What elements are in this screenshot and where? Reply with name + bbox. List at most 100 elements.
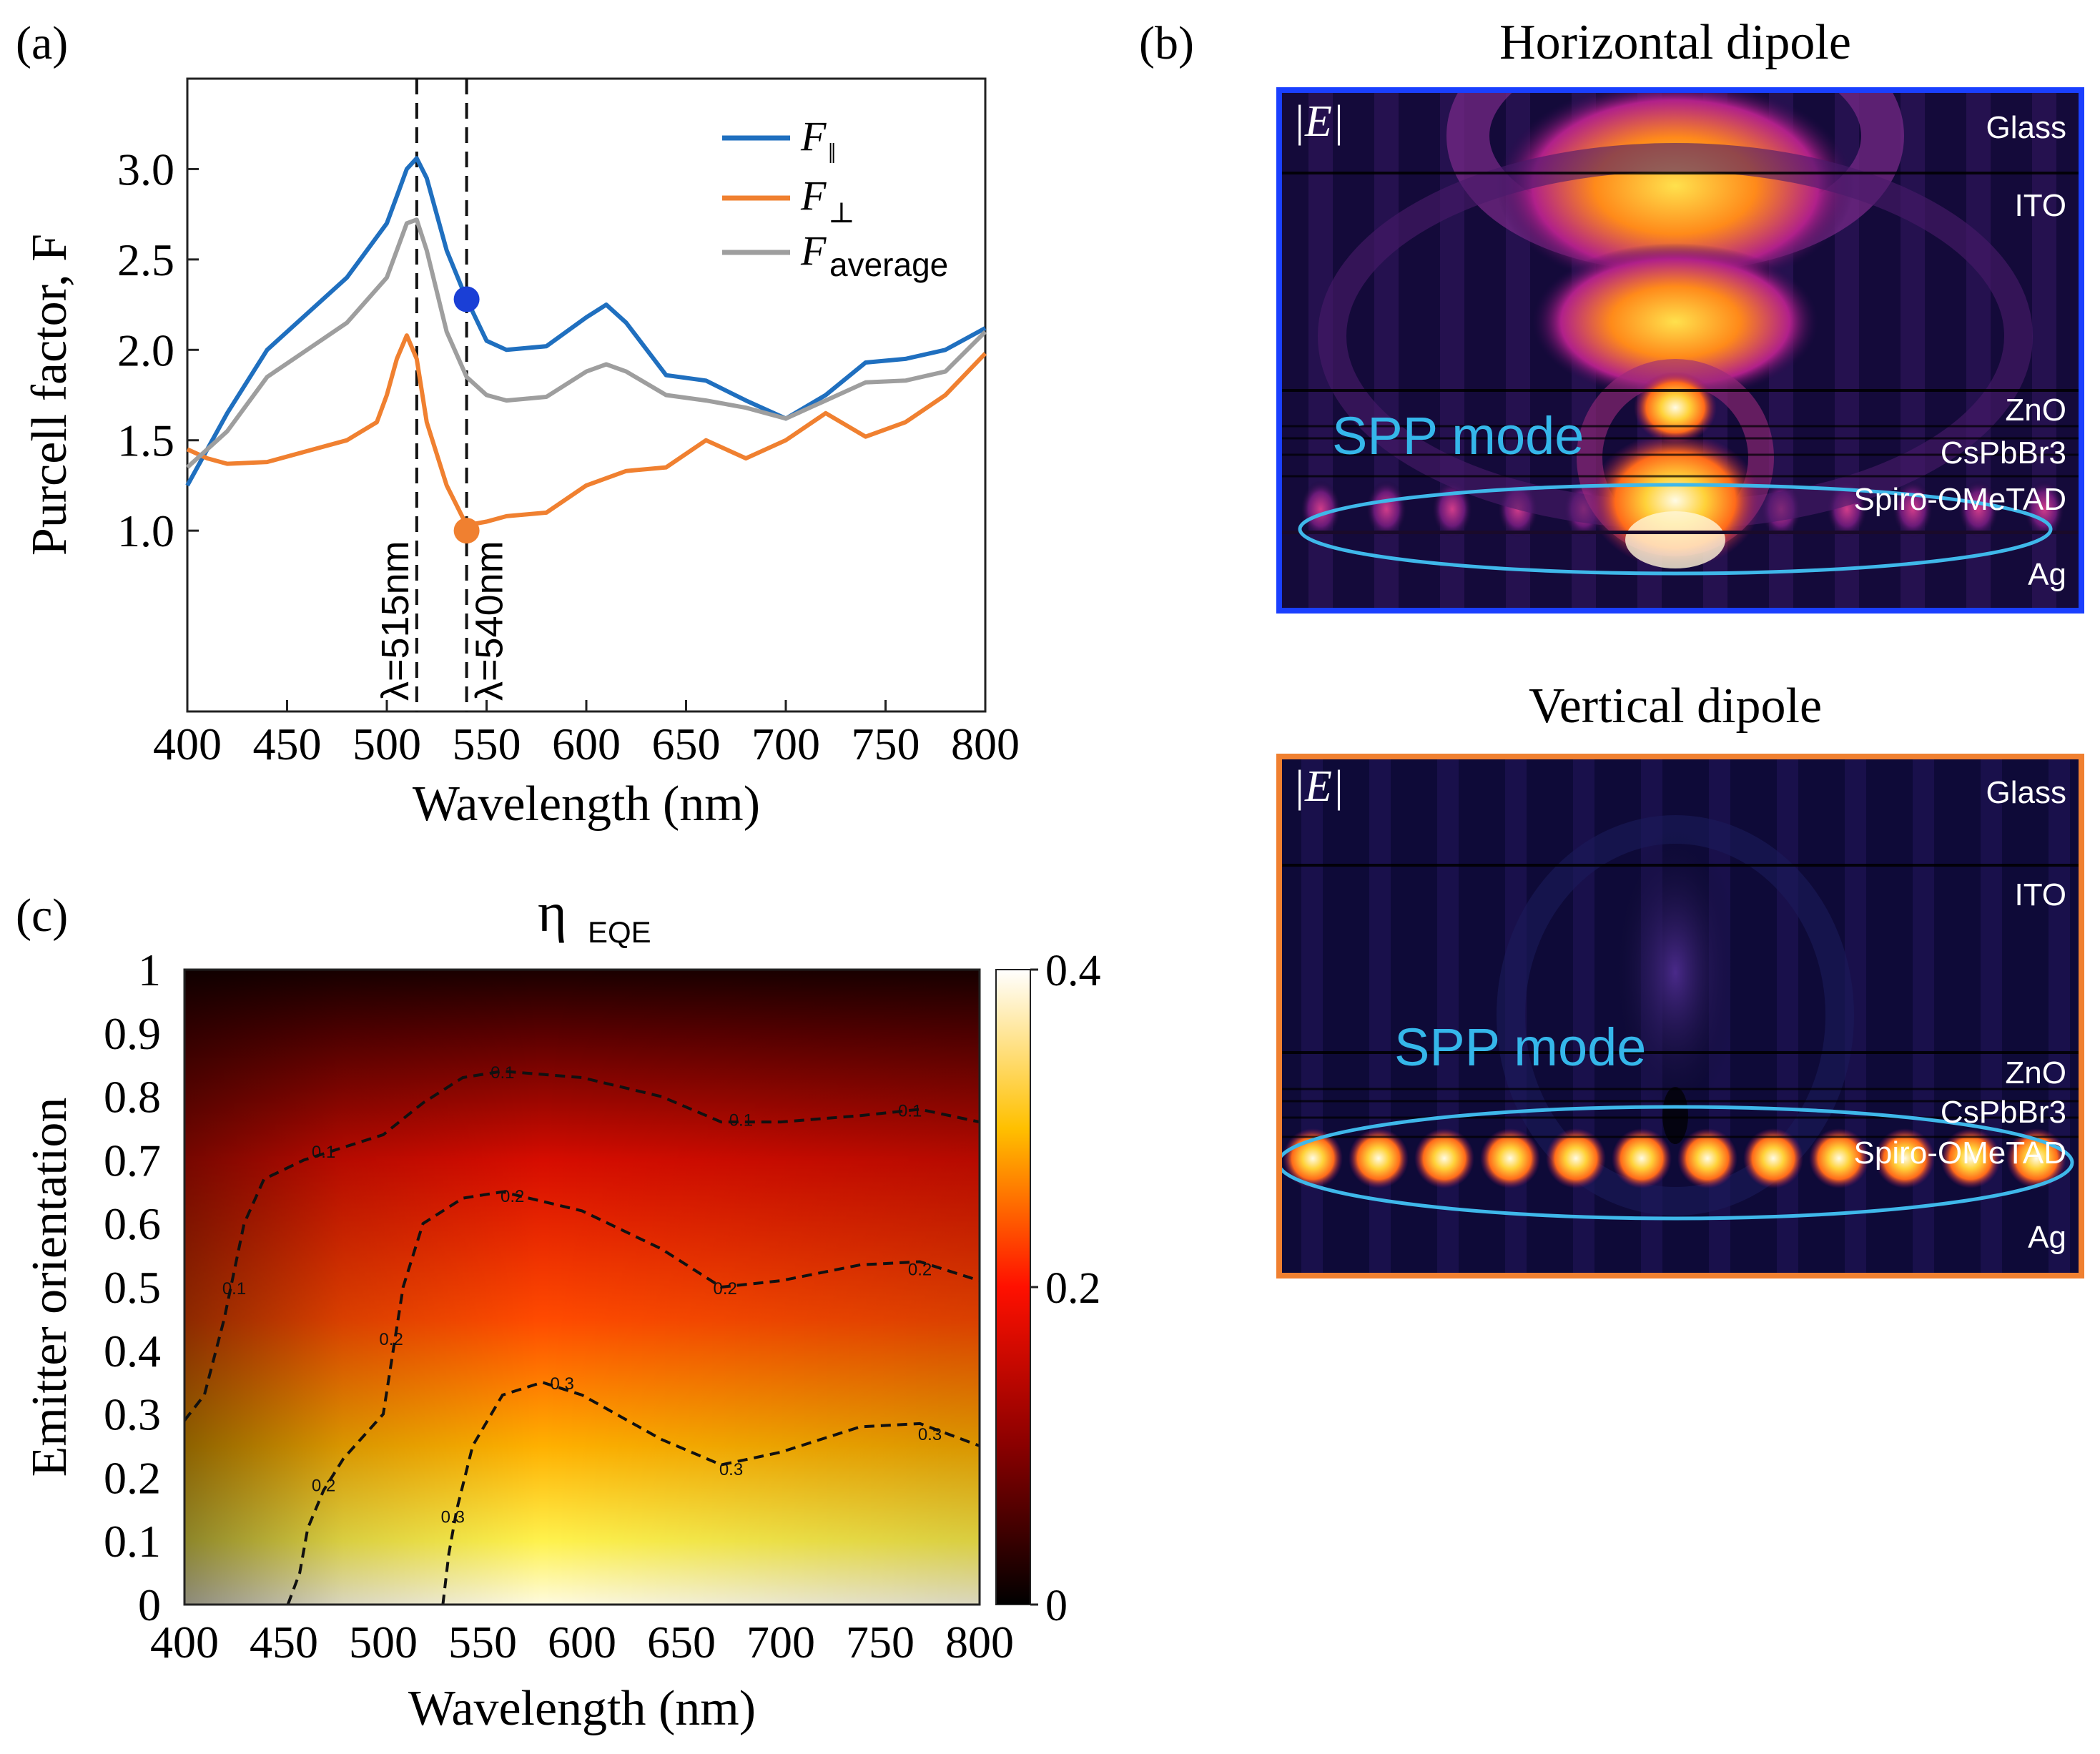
contour-label-0.1-3: 0.1 — [312, 1143, 335, 1162]
x-tick-label-c-4: 600 — [548, 1617, 616, 1667]
marker-point-1 — [453, 518, 480, 544]
field-spot-h-1 — [1366, 481, 1406, 538]
layer-ag-v: Ag — [2028, 1220, 2066, 1255]
colorbar-tick-label-2: 0.4 — [1045, 947, 1101, 995]
field-column-v-2 — [1437, 759, 1459, 1273]
x-tick-label-c-3: 550 — [448, 1617, 517, 1667]
contour-label-0.1-4: 0.1 — [222, 1279, 246, 1299]
vline-label-515: λ=515nm — [374, 541, 417, 701]
y-tick-label-c-10: 1 — [138, 945, 161, 995]
panel-label-b: (b) — [1139, 17, 1194, 69]
y-tick-label-c-6: 0.6 — [104, 1198, 161, 1249]
y-tick-label-a-3: 2.5 — [117, 235, 174, 285]
x-tick-label-a-4: 600 — [552, 719, 621, 769]
contour-label-0.3-3: 0.3 — [441, 1508, 465, 1527]
contour-label-0.2-1: 0.2 — [713, 1279, 736, 1299]
field-label-horizontal: |E| — [1293, 97, 1344, 146]
y-tick-label-c-1: 0.1 — [104, 1516, 161, 1567]
y-tick-label-c-7: 0.7 — [104, 1135, 161, 1186]
field-spot-h-10 — [1958, 481, 1998, 538]
contour-label-0.1-0: 0.1 — [491, 1063, 514, 1083]
x-tick-label-c-5: 650 — [647, 1617, 716, 1667]
layer-spiro-h: Spiro-OMeTAD — [1854, 482, 2066, 517]
x-tick-label-c-2: 500 — [349, 1617, 418, 1667]
x-tick-label-a-8: 800 — [951, 719, 1020, 769]
x-tick-label-c-6: 700 — [746, 1617, 815, 1667]
field-column-v-4 — [1573, 759, 1594, 1273]
field-spot-v-3 — [1480, 1128, 1540, 1188]
field-spot-v-2 — [1414, 1128, 1474, 1188]
x-tick-label-a-3: 550 — [453, 719, 521, 769]
heatmap-title: η — [538, 881, 567, 943]
horizontal-dipole-title: Horizontal dipole — [1499, 15, 1851, 70]
y-tick-label-a-1: 1.5 — [117, 415, 174, 466]
layer-spiro-v: Spiro-OMeTAD — [1854, 1135, 2066, 1171]
y-axis-label-a: Purcell factor, F — [22, 234, 77, 556]
legend-sub-average: average — [829, 246, 948, 283]
contour-label-0.2-2: 0.2 — [908, 1260, 932, 1279]
field-column-v-10 — [1981, 759, 2002, 1273]
x-tick-label-a-1: 450 — [253, 719, 322, 769]
field-label-vertical: |E| — [1293, 762, 1344, 811]
vertical-dipole-title: Vertical dipole — [1529, 679, 1822, 734]
colorbar — [995, 969, 1031, 1605]
field-column-v-1 — [1369, 759, 1391, 1273]
x-axis-label-c: Wavelength (nm) — [408, 1681, 756, 1736]
y-axis-label-c: Emitter orientation — [22, 1098, 77, 1477]
contour-label-0.2-0: 0.2 — [501, 1187, 524, 1206]
contour-label-0.2-4: 0.2 — [312, 1476, 335, 1495]
contour-label-0.1-2: 0.1 — [898, 1101, 922, 1120]
y-tick-label-c-0: 0 — [138, 1580, 161, 1630]
field-spot-v-5 — [1612, 1128, 1672, 1188]
x-tick-label-c-0: 400 — [150, 1617, 219, 1667]
y-tick-label-c-5: 0.5 — [104, 1262, 161, 1313]
y-tick-label-a-0: 1.0 — [117, 506, 174, 556]
marker-point-0 — [453, 286, 480, 312]
heatmap-field — [184, 970, 980, 1605]
legend-label-parallel: F — [800, 113, 827, 159]
spp-mode-label-vertical: SPP mode — [1394, 1018, 1646, 1077]
legend-label-perpendicular: F — [800, 172, 827, 219]
field-maps: (b) Horizontal dipole — [1139, 15, 2084, 1278]
contour-line-0.2 — [286, 1190, 980, 1605]
plot-frame-a — [186, 77, 987, 713]
layer-zno-v: ZnO — [2005, 1055, 2066, 1090]
vertical-map-border — [1276, 754, 2084, 1278]
panel-label-c: (c) — [16, 890, 68, 942]
field-spot-v-9 — [1875, 1128, 1935, 1188]
spp-mode-label-horizontal: SPP mode — [1332, 406, 1584, 465]
colorbar-tick-label-1: 0.2 — [1045, 1264, 1101, 1313]
y-tick-label-c-4: 0.4 — [104, 1326, 161, 1376]
vline-label-540: λ=540nm — [468, 541, 511, 701]
purcell-factor-chart: (a) λ=515nm λ=540nm 1.0 1.5 2.0 2.5 3.0 400 45… — [16, 17, 1020, 832]
x-tick-label-c-8: 800 — [945, 1617, 1014, 1667]
layer-cspbbr3-v: CsPbBr3 — [1941, 1095, 2066, 1130]
x-tick-label-a-2: 500 — [353, 719, 421, 769]
panel-label-a: (a) — [16, 17, 68, 69]
field-spot-v-4 — [1546, 1128, 1606, 1188]
field-spot-v-1 — [1349, 1128, 1409, 1188]
field-spot-h-11 — [2024, 481, 2064, 538]
horizontal-map-border — [1276, 87, 2084, 614]
field-column-v-7 — [1777, 759, 1798, 1273]
contour-line-0.3 — [441, 1381, 980, 1605]
field-spot-v-6 — [1677, 1128, 1737, 1188]
layer-zno-h: ZnO — [2005, 393, 2066, 428]
horizontal-dipole-map: SPP mode |E| Glass ITO ZnO CsPbBr3 Spiro… — [1276, 87, 2084, 614]
layer-glass-h: Glass — [1986, 110, 2066, 145]
field-spot-v-10 — [1941, 1128, 2001, 1188]
x-tick-label-a-5: 650 — [652, 719, 721, 769]
heatmap-title-sub: EQE — [588, 915, 651, 949]
x-tick-label-c-7: 750 — [846, 1617, 915, 1667]
field-column-v-9 — [1913, 759, 1934, 1273]
contour-label-0.3-2: 0.3 — [918, 1425, 942, 1444]
x-tick-label-a-7: 750 — [852, 719, 920, 769]
legend-sub-parallel: ‖ — [828, 137, 836, 169]
field-spot-v-8 — [1809, 1128, 1869, 1188]
x-tick-label-a-0: 400 — [153, 719, 222, 769]
y-tick-label-a-2: 2.0 — [117, 325, 174, 375]
x-tick-label-a-6: 700 — [751, 719, 820, 769]
contour-label-0.1-1: 0.1 — [729, 1111, 753, 1130]
contour-label-0.3-1: 0.3 — [719, 1460, 743, 1479]
legend-label-average: F — [800, 227, 827, 274]
